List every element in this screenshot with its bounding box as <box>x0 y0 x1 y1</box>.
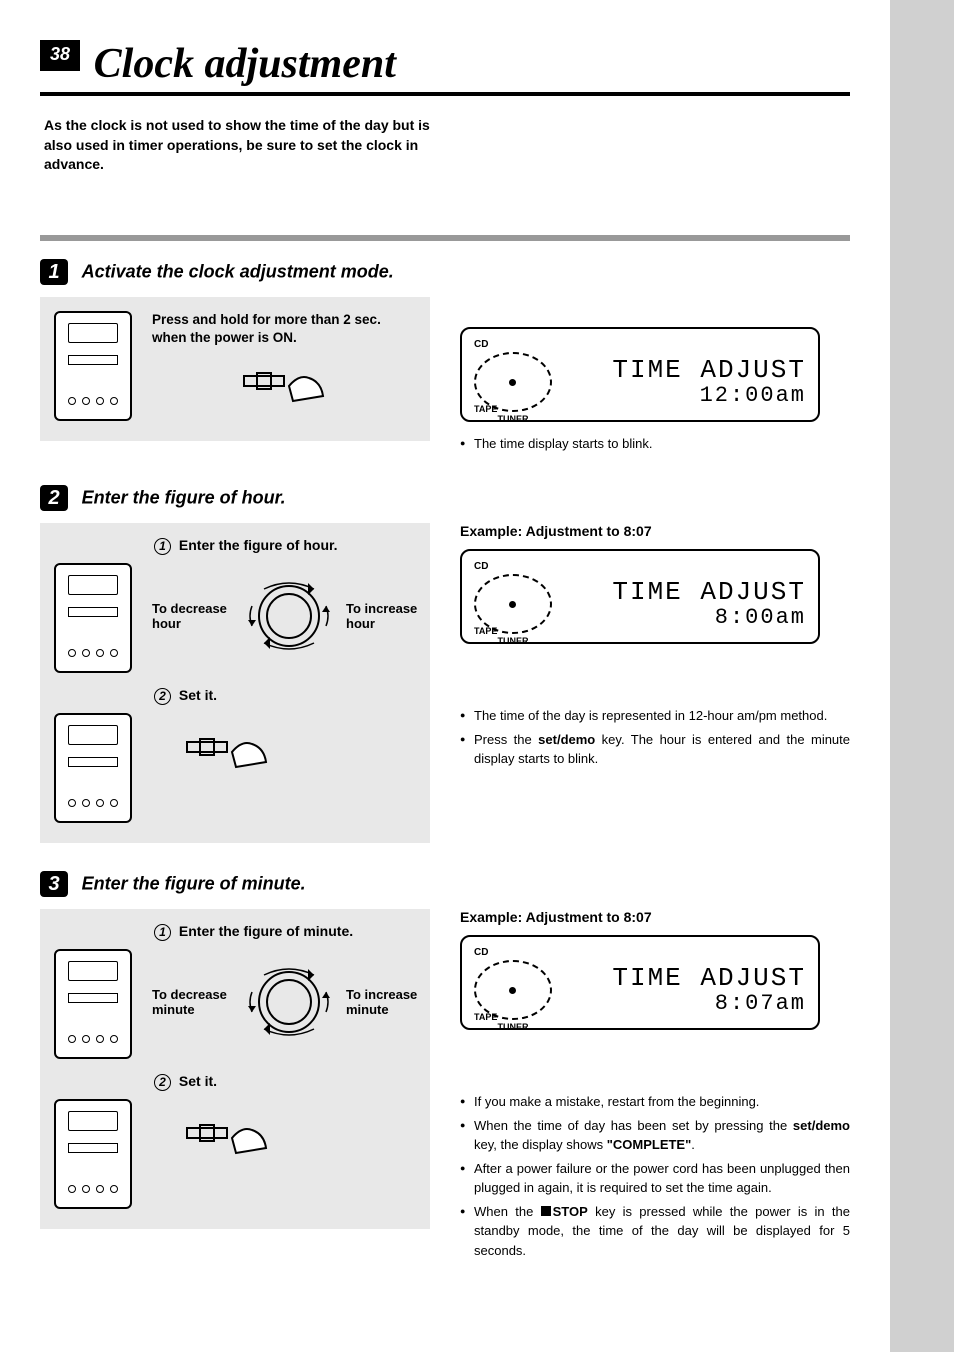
step-1-heading: 1 Activate the clock adjustment mode. <box>40 259 850 285</box>
device-illustration <box>54 563 132 673</box>
step-3-sub2: 2 Set it. <box>54 1073 416 1091</box>
cd-label: CD <box>474 561 806 572</box>
press-hand-icon <box>152 1113 416 1166</box>
circled-1-icon: 1 <box>154 538 171 555</box>
tuner-label: TUNER <box>498 1022 529 1032</box>
lcd-display-2: CD TUNER TIME ADJUST 8:00am TAPE <box>460 549 820 644</box>
mode-wheel-icon: TUNER <box>474 960 552 1020</box>
note-item: Press the set/demo key. The hour is ente… <box>460 730 850 769</box>
step-2-sub1-label: Enter the figure of hour. <box>179 537 338 553</box>
manual-page: Application section 38 Clock adjustment … <box>0 0 890 1352</box>
step-3-panel: 1 Enter the figure of minute. <box>40 909 430 1229</box>
circled-2-icon: 2 <box>154 688 171 705</box>
step-1-title: Activate the clock adjustment mode. <box>82 261 394 281</box>
text: Press the <box>474 732 538 747</box>
title-row: 38 Clock adjustment <box>40 40 850 88</box>
step-2: 2 Enter the figure of hour. 1 Enter the … <box>40 485 850 843</box>
display-line1: TIME ADJUST <box>612 963 806 993</box>
lcd-display-3: CD TUNER TIME ADJUST 8:07am TAPE <box>460 935 820 1030</box>
set-demo-keyword: set/demo <box>793 1118 850 1133</box>
step-2-title: Enter the figure of hour. <box>82 488 286 508</box>
note-item: If you make a mistake, restart from the … <box>460 1092 850 1112</box>
step-1: 1 Activate the clock adjustment mode. <box>40 259 850 458</box>
page-number-badge: 38 <box>40 40 80 71</box>
title-underline <box>40 92 850 96</box>
intro-text: As the clock is not used to show the tim… <box>44 116 444 175</box>
mode-wheel-icon: TUNER <box>474 352 552 412</box>
step-2-notes: The time of the day is represented in 12… <box>460 706 850 769</box>
note-item: After a power failure or the power cord … <box>460 1159 850 1198</box>
text: When the <box>474 1204 541 1219</box>
device-illustration <box>54 311 132 421</box>
text: . <box>691 1137 695 1152</box>
page-title: Clock adjustment <box>94 40 396 88</box>
press-hand-icon <box>152 727 416 780</box>
note-item: The time of the day is represented in 12… <box>460 706 850 726</box>
display-line1: TIME ADJUST <box>612 577 806 607</box>
complete-keyword: "COMPLETE" <box>607 1137 692 1152</box>
step-1-badge: 1 <box>40 259 68 285</box>
dial-icon <box>244 957 334 1047</box>
step-3-example-label: Example: Adjustment to 8:07 <box>460 909 850 925</box>
press-hand-icon <box>152 361 416 414</box>
section-divider <box>40 235 850 241</box>
step-3-set-label: Set it. <box>179 1073 217 1089</box>
step-1-notes: The time display starts to blink. <box>460 434 850 454</box>
mode-wheel-icon: TUNER <box>474 574 552 634</box>
step-3-sub1-label: Enter the figure of minute. <box>179 923 353 939</box>
stop-square-icon <box>541 1206 551 1216</box>
display-line1: TIME ADJUST <box>612 355 806 385</box>
increase-hour-label: To increase hour <box>346 601 426 632</box>
decrease-minute-label: To decrease minute <box>152 987 232 1018</box>
lcd-display-1: CD TUNER TIME ADJUST 12:00am TAPE <box>460 327 820 422</box>
cd-label: CD <box>474 947 806 958</box>
stop-keyword: STOP <box>553 1204 588 1219</box>
display-line2: 8:00am <box>566 606 806 629</box>
decrease-hour-label: To decrease hour <box>152 601 232 632</box>
step-2-panel: 1 Enter the figure of hour. <box>40 523 430 843</box>
increase-minute-label: To increase minute <box>346 987 426 1018</box>
circled-1-icon: 1 <box>154 924 171 941</box>
tuner-label: TUNER <box>498 636 529 646</box>
tape-label: TAPE <box>474 404 497 414</box>
step-3-heading: 3 Enter the figure of minute. <box>40 871 850 897</box>
text: key, the display shows <box>474 1137 607 1152</box>
step-2-badge: 2 <box>40 485 68 511</box>
dial-icon <box>244 571 334 661</box>
step-3-notes: If you make a mistake, restart from the … <box>460 1092 850 1260</box>
circled-2-icon: 2 <box>154 1074 171 1091</box>
device-illustration <box>54 1099 132 1209</box>
step-2-sub1: 1 Enter the figure of hour. <box>54 537 416 555</box>
step-3-sub1: 1 Enter the figure of minute. <box>54 923 416 941</box>
step-1-panel: Press and hold for more than 2 sec. when… <box>40 297 430 441</box>
step-1-instruction: Press and hold for more than 2 sec. when… <box>152 311 416 347</box>
note-item: When the time of day has been set by pre… <box>460 1116 850 1155</box>
step-2-sub2: 2 Set it. <box>54 687 416 705</box>
tuner-label: TUNER <box>498 414 529 424</box>
set-demo-keyword: set/demo <box>538 732 595 747</box>
device-illustration <box>54 949 132 1059</box>
display-line2: 12:00am <box>566 384 806 407</box>
note-item: When the STOP key is pressed while the p… <box>460 1202 850 1261</box>
text: When the time of day has been set by pre… <box>474 1118 793 1133</box>
cd-label: CD <box>474 339 806 350</box>
step-3: 3 Enter the figure of minute. 1 Enter th… <box>40 871 850 1264</box>
tape-label: TAPE <box>474 626 497 636</box>
step-3-badge: 3 <box>40 871 68 897</box>
step-2-set-label: Set it. <box>179 687 217 703</box>
step-2-example-label: Example: Adjustment to 8:07 <box>460 523 850 539</box>
display-line2: 8:07am <box>566 992 806 1015</box>
step-2-heading: 2 Enter the figure of hour. <box>40 485 850 511</box>
step-3-title: Enter the figure of minute. <box>82 874 306 894</box>
note-item: The time display starts to blink. <box>460 434 850 454</box>
tape-label: TAPE <box>474 1012 497 1022</box>
device-illustration <box>54 713 132 823</box>
